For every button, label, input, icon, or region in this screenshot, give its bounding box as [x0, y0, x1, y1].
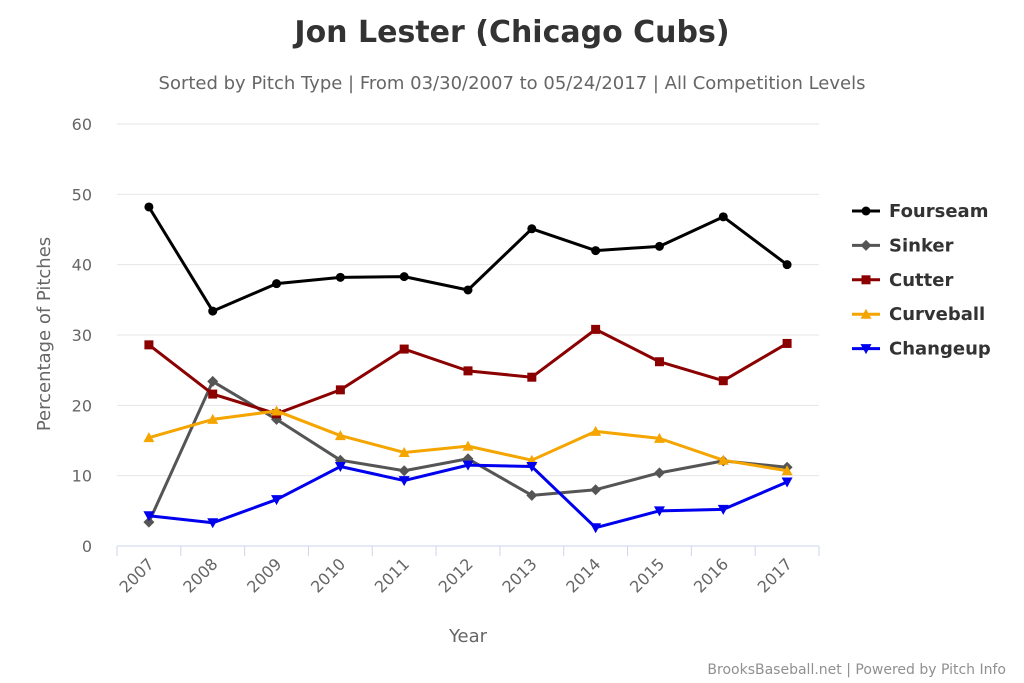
y-tick-label: 40: [72, 256, 92, 275]
changeup-point: [207, 518, 219, 529]
fourseam-point: [654, 241, 664, 251]
x-tick-label: 2013: [498, 554, 540, 596]
cutter-point: [782, 338, 792, 348]
x-tick-label: 2011: [371, 554, 413, 596]
x-tick-label: 2017: [754, 554, 796, 596]
chart-subtitle: Sorted by Pitch Type | From 03/30/2007 t…: [159, 73, 866, 94]
cutter-point: [718, 376, 728, 386]
curveball-point: [398, 446, 410, 457]
cutter-point: [144, 340, 154, 350]
fourseam-point: [208, 306, 218, 316]
changeup-point: [462, 460, 474, 471]
series-curveball: [143, 405, 793, 476]
sinker-point: [653, 467, 665, 479]
curveball-point: [271, 405, 283, 416]
cutter-point: [208, 389, 218, 399]
series-fourseam: [144, 202, 792, 316]
sinker-point: [398, 465, 410, 477]
legend-item-sinker: Sinker: [852, 235, 954, 256]
legend-item-fourseam: Fourseam: [852, 201, 988, 222]
legend-marker: [860, 239, 872, 251]
x-tick-label: 2016: [690, 554, 732, 596]
changeup-point: [781, 477, 793, 488]
curveball-point: [653, 432, 665, 443]
legend-label: Curveball: [889, 304, 985, 325]
legend-label: Fourseam: [889, 201, 988, 222]
x-tick-label: 2008: [179, 554, 221, 596]
curveball-point: [207, 413, 219, 424]
sinker-point: [143, 516, 155, 528]
curveball-point: [143, 432, 155, 443]
legend-label: Changeup: [889, 339, 991, 360]
sinker-point: [207, 375, 219, 387]
curveball-point: [781, 465, 793, 476]
fourseam-point: [144, 202, 154, 212]
fourseam-point: [527, 224, 537, 234]
curveball-point: [590, 425, 602, 436]
cutter-point: [399, 344, 409, 354]
x-axis-label: Year: [448, 626, 488, 647]
legend-marker: [861, 206, 871, 216]
chart-title: Jon Lester (Chicago Cubs): [292, 15, 729, 50]
x-tick-label: 2007: [116, 554, 158, 596]
x-axis: 2007 2008 2009 2010 2011 2012 2013 2014 2015 2016…: [116, 545, 820, 597]
cutter-point: [654, 357, 664, 367]
fourseam-point: [399, 272, 409, 282]
legend-label: Sinker: [889, 235, 954, 256]
fourseam-point: [463, 285, 473, 295]
y-tick-label: 0: [82, 537, 92, 556]
fourseam-point: [335, 272, 345, 282]
y-tick-label: 30: [72, 326, 92, 345]
credit-text: BrooksBaseball.net | Powered by Pitch In…: [707, 662, 1006, 678]
curveball-point: [717, 454, 729, 465]
legend-item-changeup: Changeup: [852, 339, 991, 360]
legend-label: Cutter: [889, 270, 953, 291]
legend-marker: [861, 275, 871, 285]
legend: Fourseam Sinker Cutter Curveball Changeup: [852, 201, 991, 360]
legend-marker: [860, 308, 872, 319]
x-tick-label: 2012: [435, 554, 477, 596]
x-tick-label: 2009: [243, 554, 285, 596]
y-axis-label: Percentage of Pitches: [34, 237, 55, 431]
y-tick-label: 50: [72, 185, 92, 204]
x-tick-label: 2015: [626, 554, 668, 596]
series-cutter: [144, 324, 792, 419]
y-tick-label: 20: [72, 396, 92, 415]
changeup-point: [271, 495, 283, 506]
changeup-point: [653, 506, 665, 517]
legend-marker: [860, 344, 872, 355]
fourseam-point: [591, 246, 601, 256]
changeup-point: [717, 504, 729, 515]
changeup-point: [526, 462, 538, 473]
cutter-point: [591, 324, 601, 334]
curveball-point: [334, 430, 346, 441]
sinker-point: [526, 489, 538, 501]
fourseam-line: [147, 205, 789, 313]
series-layer: [143, 202, 793, 534]
changeup-point: [590, 523, 602, 534]
changeup-point: [143, 511, 155, 522]
curveball-point: [462, 440, 474, 451]
x-tick-label: 2010: [307, 554, 349, 596]
cutter-point: [527, 372, 537, 382]
series-changeup: [143, 460, 793, 534]
legend-item-curveball: Curveball: [852, 304, 985, 325]
cutter-point: [463, 366, 473, 376]
fourseam-point: [782, 260, 792, 270]
grid-lines: [117, 123, 819, 477]
cutter-point: [335, 385, 345, 395]
fourseam-point: [272, 279, 282, 289]
y-tick-label: 10: [72, 467, 92, 486]
changeup-line: [147, 463, 789, 530]
x-tick-label: 2014: [562, 554, 604, 596]
y-tick-label: 60: [72, 115, 92, 134]
y-axis-ticks: 0 10 20 30 40 50 60: [72, 115, 92, 556]
legend-item-cutter: Cutter: [852, 270, 953, 291]
fourseam-point: [718, 212, 728, 222]
changeup-point: [398, 476, 410, 487]
changeup-point: [334, 462, 346, 473]
sinker-point: [590, 484, 602, 496]
